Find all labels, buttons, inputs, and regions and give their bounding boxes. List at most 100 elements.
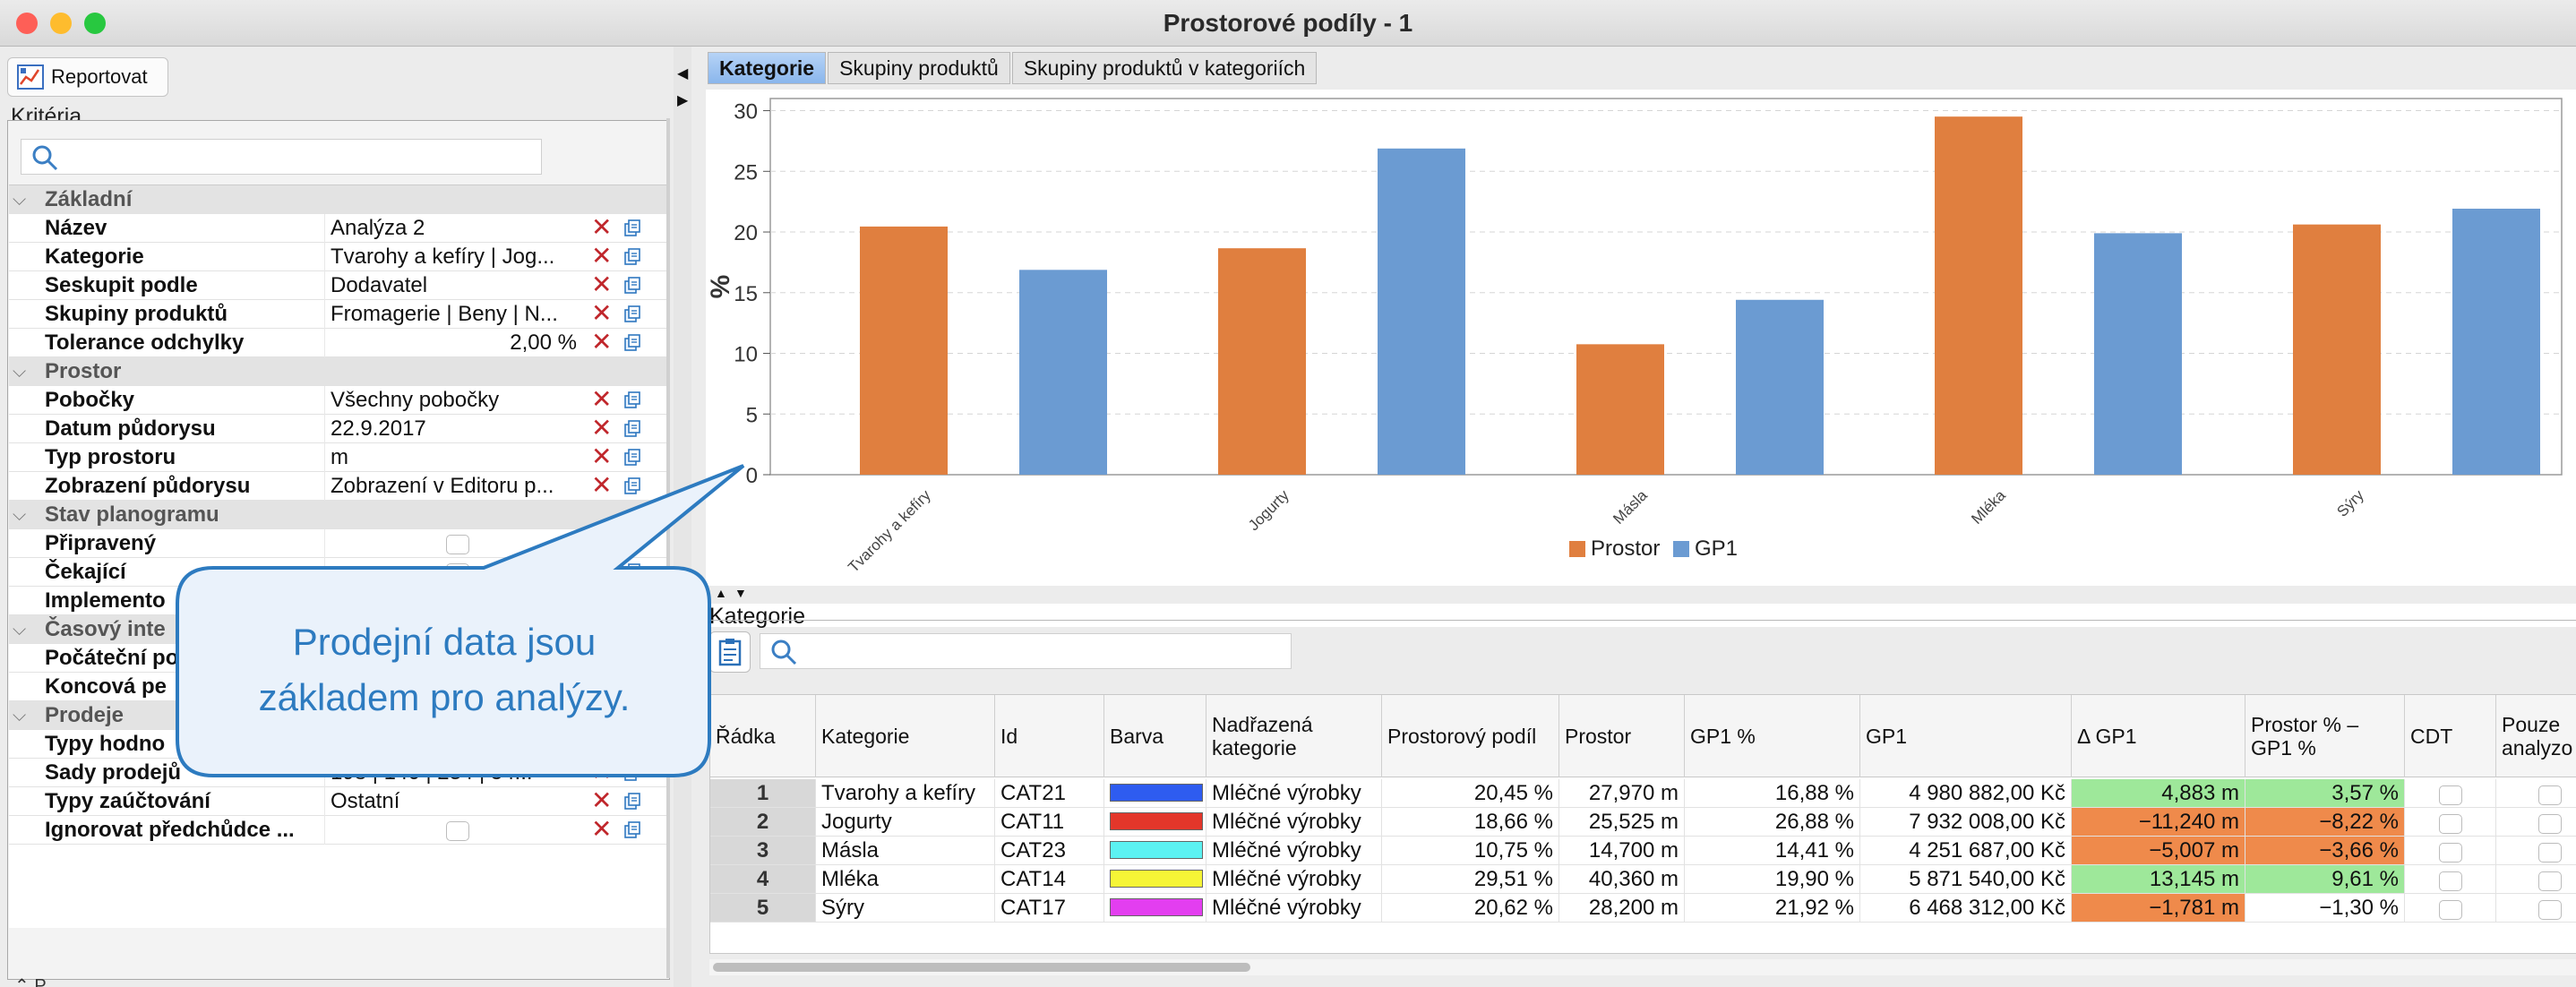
property-value[interactable]: Ostatní <box>324 787 584 816</box>
column-header[interactable]: Prostorový podíl <box>1382 695 1559 777</box>
column-header[interactable]: GP1 <box>1860 695 2072 777</box>
copy-value-icon[interactable] <box>623 420 641 438</box>
row-checkbox[interactable] <box>2438 785 2462 806</box>
left-scrollbar[interactable] <box>666 118 670 978</box>
copy-value-icon[interactable] <box>623 764 641 782</box>
chevron-down-icon[interactable]: ⌵ <box>13 362 27 382</box>
expand-right-icon[interactable]: ▶ <box>677 93 689 108</box>
split-up-icon[interactable]: ▲ <box>715 586 727 600</box>
tab-skupiny-v-kategoriich[interactable]: Skupiny produktů v kategoriích <box>1011 52 1318 84</box>
chevron-down-icon[interactable]: ⌵ <box>13 190 27 210</box>
clear-value-icon[interactable]: ✕ <box>591 786 613 814</box>
clear-value-icon[interactable]: ✕ <box>591 729 613 757</box>
column-header[interactable]: Prostor <box>1559 695 1685 777</box>
property-checkbox[interactable] <box>445 820 469 841</box>
clear-value-icon[interactable]: ✕ <box>591 471 613 499</box>
clear-value-icon[interactable]: ✕ <box>591 528 613 556</box>
row-checkbox[interactable] <box>2537 814 2562 835</box>
criteria-property-row[interactable]: Sady prodejů 198 | 146 | 234 | 54... ✕ <box>9 759 668 787</box>
clear-value-icon[interactable]: ✕ <box>591 557 613 585</box>
copy-value-icon[interactable] <box>623 219 641 237</box>
copy-value-icon[interactable] <box>623 449 641 467</box>
property-value[interactable]: Tvarohy a kefíry | Jog... <box>324 243 584 271</box>
copy-value-icon[interactable] <box>623 248 641 266</box>
clear-value-icon[interactable]: ✕ <box>591 414 613 442</box>
property-value[interactable]: Analýza 2 <box>324 214 584 243</box>
criteria-property-row[interactable]: Čekající ✕ <box>9 558 668 587</box>
criteria-property-row[interactable]: Kategorie Tvarohy a kefíry | Jog... ✕ <box>9 243 668 271</box>
criteria-property-row[interactable]: Zobrazení půdorysu Zobrazení v Editoru p.… <box>9 472 668 501</box>
collapse-left-icon[interactable]: ◀ <box>677 66 689 82</box>
clear-value-icon[interactable]: ✕ <box>591 270 613 298</box>
row-checkbox[interactable] <box>2438 814 2462 835</box>
clear-value-icon[interactable]: ✕ <box>591 586 613 614</box>
clear-value-icon[interactable]: ✕ <box>591 242 613 270</box>
copy-value-icon[interactable] <box>623 821 641 839</box>
split-down-icon[interactable]: ▼ <box>734 586 747 600</box>
criteria-property-row[interactable]: Skupiny produktů Fromagerie | Beny | N...… <box>9 300 668 329</box>
table-search-input[interactable] <box>760 633 1292 669</box>
copy-value-icon[interactable] <box>623 563 641 581</box>
criteria-category-row[interactable]: ⌵ Prostor <box>9 357 668 386</box>
row-checkbox[interactable] <box>2438 843 2462 863</box>
property-value[interactable]: Všechny pobočky <box>324 386 584 415</box>
column-header[interactable]: GP1 % <box>1685 695 1860 777</box>
criteria-property-row[interactable]: Datum půdorysu 22.9.2017 ✕ <box>9 415 668 443</box>
criteria-property-row[interactable]: Tolerance odchylky 2,00 % ✕ <box>9 329 668 357</box>
zoom-window-button[interactable] <box>84 13 106 34</box>
tab-skupiny-produktu[interactable]: Skupiny produktů <box>828 52 1010 84</box>
chevron-down-icon[interactable]: ⌵ <box>13 505 27 525</box>
table-export-button[interactable] <box>709 631 751 673</box>
column-header[interactable]: CDT <box>2405 695 2496 777</box>
property-value[interactable] <box>324 558 584 587</box>
property-value[interactable]: Fromagerie | Beny | N... <box>324 300 584 329</box>
column-header[interactable]: Nadřazená kategorie <box>1206 695 1382 777</box>
row-checkbox[interactable] <box>2438 871 2462 892</box>
close-window-button[interactable] <box>16 13 38 34</box>
property-value[interactable] <box>324 816 584 845</box>
property-checkbox[interactable] <box>445 562 469 583</box>
minimize-window-button[interactable] <box>50 13 72 34</box>
scrollbar-thumb[interactable] <box>713 963 1250 972</box>
criteria-property-row[interactable]: Typy zaúčtování Ostatní ✕ <box>9 787 668 816</box>
copy-value-icon[interactable] <box>623 305 641 323</box>
table-row[interactable]: 4 Mléka CAT14 Mléčné výrobky 29,51 % 40,360 m… <box>710 865 2576 894</box>
column-header[interactable]: Pouze analyzo <box>2496 695 2576 777</box>
clear-value-icon[interactable]: ✕ <box>591 213 613 241</box>
copy-value-icon[interactable] <box>623 477 641 495</box>
property-value[interactable]: Dodavatel <box>324 271 584 300</box>
row-checkbox[interactable] <box>2537 871 2562 892</box>
copy-value-icon[interactable] <box>623 334 641 352</box>
row-checkbox[interactable] <box>2438 900 2462 921</box>
row-checkbox[interactable] <box>2537 843 2562 863</box>
criteria-property-row[interactable]: Pobočky Všechny pobočky ✕ <box>9 386 668 415</box>
criteria-property-row[interactable]: Implemento ✕ <box>9 587 668 615</box>
copy-value-icon[interactable] <box>623 592 641 610</box>
property-value[interactable]: 2,00 % <box>324 329 584 357</box>
property-value[interactable]: m <box>324 443 584 472</box>
column-header[interactable]: Prostor % – GP1 % <box>2245 695 2405 777</box>
column-header[interactable]: Id <box>995 695 1104 777</box>
criteria-category-row[interactable]: ⌵ Stav planogramu <box>9 501 668 529</box>
property-checkbox[interactable] <box>445 534 469 554</box>
column-header[interactable]: Barva <box>1104 695 1206 777</box>
criteria-property-row[interactable]: Typy hodno ✕ <box>9 730 668 759</box>
criteria-search-input[interactable] <box>21 139 542 175</box>
clear-value-icon[interactable]: ✕ <box>591 815 613 843</box>
table-row[interactable]: 2 Jogurty CAT11 Mléčné výrobky 18,66 % 25,525… <box>710 808 2576 837</box>
criteria-property-row[interactable]: Ignorovat předchůdce ... ✕ <box>9 816 668 845</box>
property-value[interactable] <box>324 529 584 558</box>
criteria-property-row[interactable]: Seskupit podle Dodavatel ✕ <box>9 271 668 300</box>
table-row[interactable]: 1 Tvarohy a kefíry CAT21 Mléčné výrobky 20,4… <box>710 779 2576 808</box>
chevron-down-icon[interactable]: ⌵ <box>13 706 27 725</box>
copy-value-icon[interactable] <box>623 735 641 753</box>
column-header[interactable]: Δ GP1 <box>2072 695 2245 777</box>
criteria-property-row[interactable]: Typ prostoru m ✕ <box>9 443 668 472</box>
copy-value-icon[interactable] <box>623 793 641 811</box>
clear-value-icon[interactable]: ✕ <box>591 328 613 356</box>
chevron-down-icon[interactable]: ⌵ <box>13 620 27 639</box>
column-header[interactable]: Kategorie <box>816 695 995 777</box>
tab-kategorie[interactable]: Kategorie <box>708 52 827 84</box>
property-value[interactable]: 22.9.2017 <box>324 415 584 443</box>
